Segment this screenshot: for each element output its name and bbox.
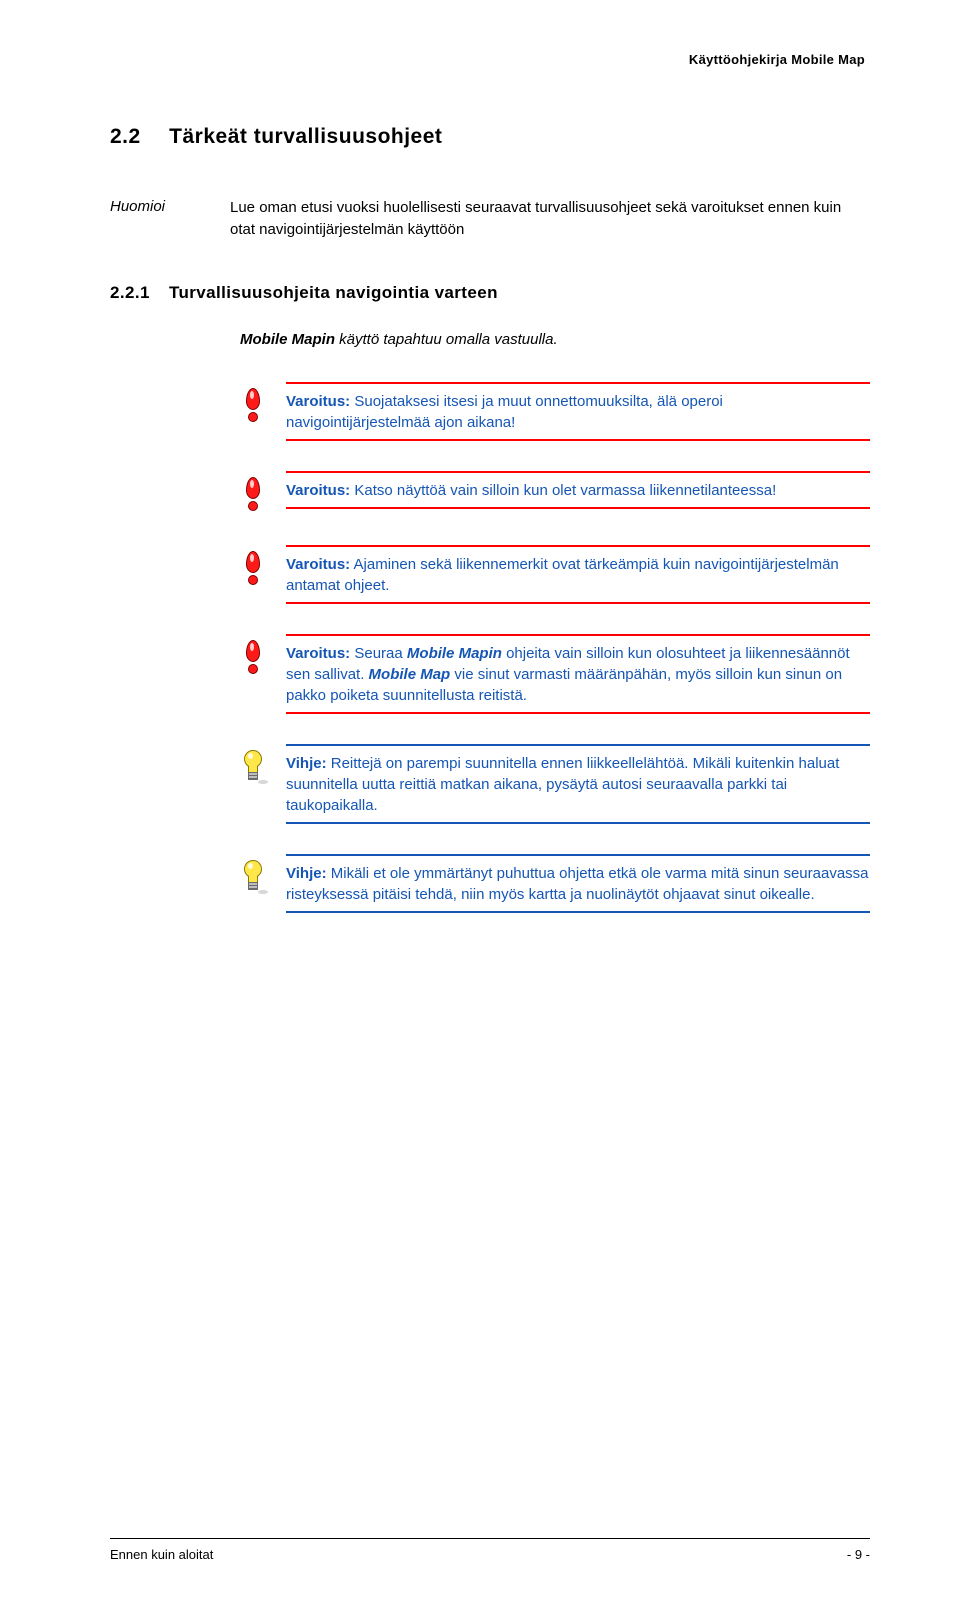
warning-icon xyxy=(240,471,286,515)
warning-text: Ajaminen sekä liikennemerkit ovat tärkeä… xyxy=(286,556,839,594)
warning-row: Varoitus: Ajaminen sekä liikennemerkit o… xyxy=(240,545,870,604)
section-title: Tärkeät turvallisuusohjeet xyxy=(169,125,442,149)
warning-icon xyxy=(240,382,286,426)
tip-row: Vihje: Mikäli et ole ymmärtänyt puhuttua… xyxy=(240,854,870,913)
warning-row: Varoitus: Katso näyttöä vain silloin kun… xyxy=(240,471,870,515)
motto-rest: käyttö tapahtuu omalla vastuulla. xyxy=(335,331,558,348)
warning-icon xyxy=(240,545,286,589)
section-number: 2.2 xyxy=(110,125,141,149)
tip-box: Vihje: Reittejä on parempi suunnitella e… xyxy=(286,744,870,824)
tip-label: Vihje: xyxy=(286,865,327,882)
warning-label: Varoitus: xyxy=(286,482,350,499)
tip-icon xyxy=(240,854,286,896)
warning-em: Mobile Map xyxy=(369,666,451,683)
doc-header: Käyttöohjekirja Mobile Map xyxy=(689,52,865,67)
intro-text: Lue oman etusi vuoksi huolellisesti seur… xyxy=(230,197,870,241)
footer-page-number: - 9 - xyxy=(847,1547,870,1562)
warning-icon xyxy=(240,634,286,678)
warning-box: Varoitus: Suojataksesi itsesi ja muut on… xyxy=(286,382,870,441)
warning-box: Varoitus: Ajaminen sekä liikennemerkit o… xyxy=(286,545,870,604)
warning-label: Varoitus: xyxy=(286,393,350,410)
tip-row: Vihje: Reittejä on parempi suunnitella e… xyxy=(240,744,870,824)
tip-box: Vihje: Mikäli et ole ymmärtänyt puhuttua… xyxy=(286,854,870,913)
motto-line: Mobile Mapin käyttö tapahtuu omalla vast… xyxy=(240,331,870,348)
footer-left: Ennen kuin aloitat xyxy=(110,1547,213,1562)
warning-text-pre: Seuraa xyxy=(350,645,407,662)
intro-label: Huomioi xyxy=(110,197,230,241)
subsection-heading: 2.2.1 Turvallisuusohjeita navigointia va… xyxy=(110,283,870,303)
warning-box: Varoitus: Katso näyttöä vain silloin kun… xyxy=(286,471,870,509)
tip-label: Vihje: xyxy=(286,755,327,772)
warning-em: Mobile Mapin xyxy=(407,645,502,662)
subsection-title: Turvallisuusohjeita navigointia varteen xyxy=(169,283,498,302)
intro-row: Huomioi Lue oman etusi vuoksi huolellise… xyxy=(110,197,870,241)
section-heading: 2.2 Tärkeät turvallisuusohjeet xyxy=(110,125,870,149)
warning-text: Katso näyttöä vain silloin kun olet varm… xyxy=(350,482,776,499)
motto-prefix: Mobile Mapin xyxy=(240,331,335,348)
page-footer: Ennen kuin aloitat - 9 - xyxy=(110,1538,870,1562)
tip-text: Reittejä on parempi suunnitella ennen li… xyxy=(286,755,839,814)
tip-icon xyxy=(240,744,286,786)
warning-box: Varoitus: Seuraa Mobile Mapin ohjeita va… xyxy=(286,634,870,714)
warning-label: Varoitus: xyxy=(286,556,350,573)
tip-text: Mikäli et ole ymmärtänyt puhuttua ohjett… xyxy=(286,865,869,903)
warning-row: Varoitus: Seuraa Mobile Mapin ohjeita va… xyxy=(240,634,870,714)
warning-text: Suojataksesi itsesi ja muut onnettomuuks… xyxy=(286,393,723,431)
warning-label: Varoitus: xyxy=(286,645,350,662)
warning-row: Varoitus: Suojataksesi itsesi ja muut on… xyxy=(240,382,870,441)
subsection-number: 2.2.1 xyxy=(110,283,150,302)
